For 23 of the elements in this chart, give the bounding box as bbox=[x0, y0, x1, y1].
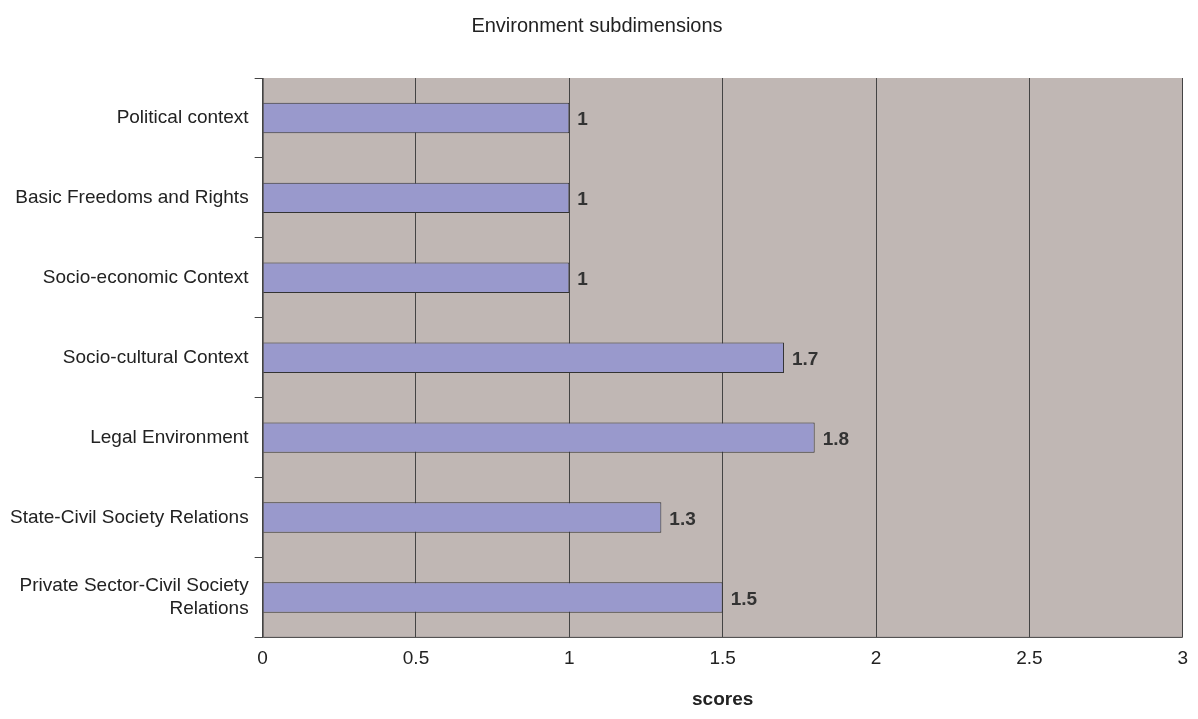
data-label: 1 bbox=[577, 108, 589, 130]
x-tick-label: 1 bbox=[564, 647, 575, 669]
y-tick-label: Legal Environment bbox=[90, 425, 250, 447]
x-axis-title: scores bbox=[692, 687, 754, 709]
y-tick-label: Political context bbox=[116, 106, 250, 128]
x-tick-label: 0.5 bbox=[402, 647, 430, 669]
data-label: 1 bbox=[577, 268, 589, 290]
x-tick-label: 1.5 bbox=[709, 647, 736, 669]
y-tick-label: Private Sector-Civil Society Relations bbox=[19, 574, 250, 619]
data-label: 1 bbox=[577, 188, 589, 210]
data-label: 1.7 bbox=[792, 347, 819, 369]
y-tick-label: Socio-economic Context bbox=[42, 266, 250, 288]
y-tick-label: Socio-cultural Context bbox=[62, 345, 250, 367]
data-label: 1.3 bbox=[669, 507, 696, 529]
x-tick-label: 0 bbox=[257, 647, 268, 669]
chart-title: Environment subdimensions bbox=[471, 13, 723, 36]
data-label: 1.5 bbox=[730, 587, 758, 609]
x-tick-label: 3 bbox=[1177, 647, 1189, 669]
y-tick-label: Basic Freedoms and Rights bbox=[15, 186, 249, 208]
y-tick-label: State-Civil Society Relations bbox=[9, 505, 249, 527]
x-tick-label: 2 bbox=[870, 647, 882, 669]
data-label: 1.8 bbox=[822, 427, 850, 449]
x-tick-label: 2.5 bbox=[1016, 647, 1043, 669]
